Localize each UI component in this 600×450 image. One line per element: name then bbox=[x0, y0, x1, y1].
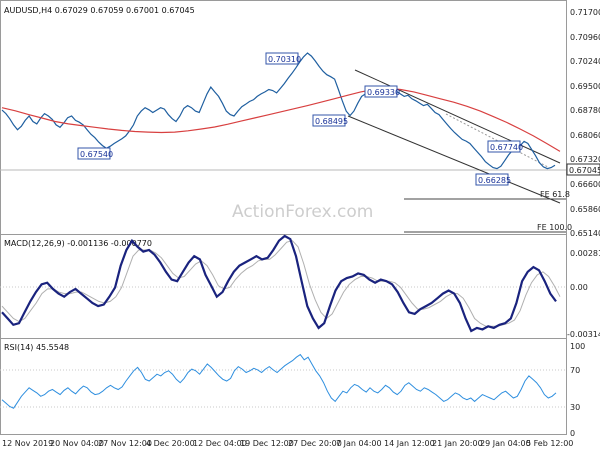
price-tick-label: 0.66600 bbox=[570, 180, 600, 189]
x-tick-label: 4 Dec 20:00 bbox=[146, 439, 195, 448]
price-tick-label: 0.68060 bbox=[570, 131, 600, 140]
price-tick-label: 0.67320 bbox=[570, 155, 600, 164]
annotation-box bbox=[312, 114, 346, 127]
x-tick-label: 27 Dec 20:00 bbox=[288, 439, 342, 448]
price-tick-label: 0.65860 bbox=[570, 205, 600, 214]
signal-series-line bbox=[1, 240, 561, 327]
rsi-tick-label: 100 bbox=[570, 342, 585, 351]
price-y-axis: 0.71700 0.70960 0.70240 0.69500 0.68780 … bbox=[570, 8, 600, 238]
channel-upper-line bbox=[354, 69, 561, 164]
annotation-label: 0.66285 bbox=[478, 176, 511, 185]
x-tick-label: 19 Dec 12:00 bbox=[240, 439, 294, 448]
moving-average-line bbox=[1, 87, 561, 152]
macd-panel-frame bbox=[0, 234, 567, 339]
x-tick-label: 12 Nov 2019 bbox=[2, 439, 53, 448]
x-tick-label: 27 Nov 12:00 bbox=[98, 439, 152, 448]
x-tick-label: 21 Jan 20:00 bbox=[432, 439, 483, 448]
annotation-box bbox=[364, 85, 398, 98]
rsi-series-line bbox=[1, 353, 557, 409]
annotation-label: 0.70310 bbox=[268, 55, 301, 64]
price-tick-label: 0.70240 bbox=[570, 57, 600, 66]
macd-series-line bbox=[1, 234, 557, 333]
rsi-tick-label: 30 bbox=[570, 403, 580, 412]
channel-lower-line bbox=[347, 115, 561, 204]
price-tick-label: 0.68780 bbox=[570, 106, 600, 115]
price-series-line bbox=[1, 52, 556, 170]
x-tick-label: 20 Nov 04:00 bbox=[50, 439, 104, 448]
rsi-tick-label: 70 bbox=[570, 366, 580, 375]
annotation-box bbox=[487, 140, 521, 153]
macd-panel-title: MACD(12,26,9) -0.001136 -0.000770 bbox=[4, 239, 152, 248]
current-price-label: 0.67045 bbox=[569, 166, 600, 175]
price-series-group bbox=[1, 52, 561, 170]
fe-100-label: FE 100.0 bbox=[537, 223, 572, 232]
price-annotations: 0.70310 0.69330 0.68495 0.67540 0.67740 … bbox=[77, 52, 523, 186]
price-tick-label: 0.70960 bbox=[570, 33, 600, 42]
rsi-tick-label: 0 bbox=[570, 429, 575, 438]
annotation-box bbox=[77, 147, 111, 160]
rsi-series-group bbox=[1, 353, 557, 409]
macd-tick-label: -0.003141 bbox=[567, 330, 600, 339]
x-tick-label: 29 Jan 04:00 bbox=[480, 439, 531, 448]
current-price-box bbox=[566, 163, 600, 176]
annotation-label: 0.67540 bbox=[80, 150, 113, 159]
price-tick-label: 0.71700 bbox=[570, 8, 600, 17]
x-tick-label: 14 Jan 12:00 bbox=[384, 439, 435, 448]
watermark: ActionForex.com bbox=[232, 202, 373, 222]
macd-series-group bbox=[1, 234, 561, 333]
macd-tick-label: 0.00 bbox=[570, 283, 588, 292]
annotation-label: 0.69330 bbox=[367, 88, 400, 97]
rsi-panel-title: RSI(14) 45.5548 bbox=[4, 343, 69, 352]
annotation-box bbox=[265, 52, 299, 65]
x-tick-label: 5 Feb 12:00 bbox=[526, 439, 573, 448]
price-tick-label: 0.65140 bbox=[570, 229, 600, 238]
annotation-label: 0.67740 bbox=[490, 143, 523, 152]
x-tick-label: 7 Jan 04:00 bbox=[336, 439, 382, 448]
fe-61-8-label: FE 61.8 bbox=[540, 190, 570, 199]
macd-tick-label: 0.00281 bbox=[570, 249, 600, 258]
annotation-label: 0.68495 bbox=[315, 117, 348, 126]
price-panel-title: AUDUSD,H4 0.67029 0.67059 0.67001 0.6704… bbox=[4, 6, 195, 15]
price-tick-label: 0.69500 bbox=[570, 82, 600, 91]
x-tick-label: 12 Dec 04:00 bbox=[193, 439, 247, 448]
x-axis: 12 Nov 2019 20 Nov 04:00 27 Nov 12:00 4 … bbox=[2, 439, 573, 448]
annotation-box bbox=[475, 173, 509, 186]
